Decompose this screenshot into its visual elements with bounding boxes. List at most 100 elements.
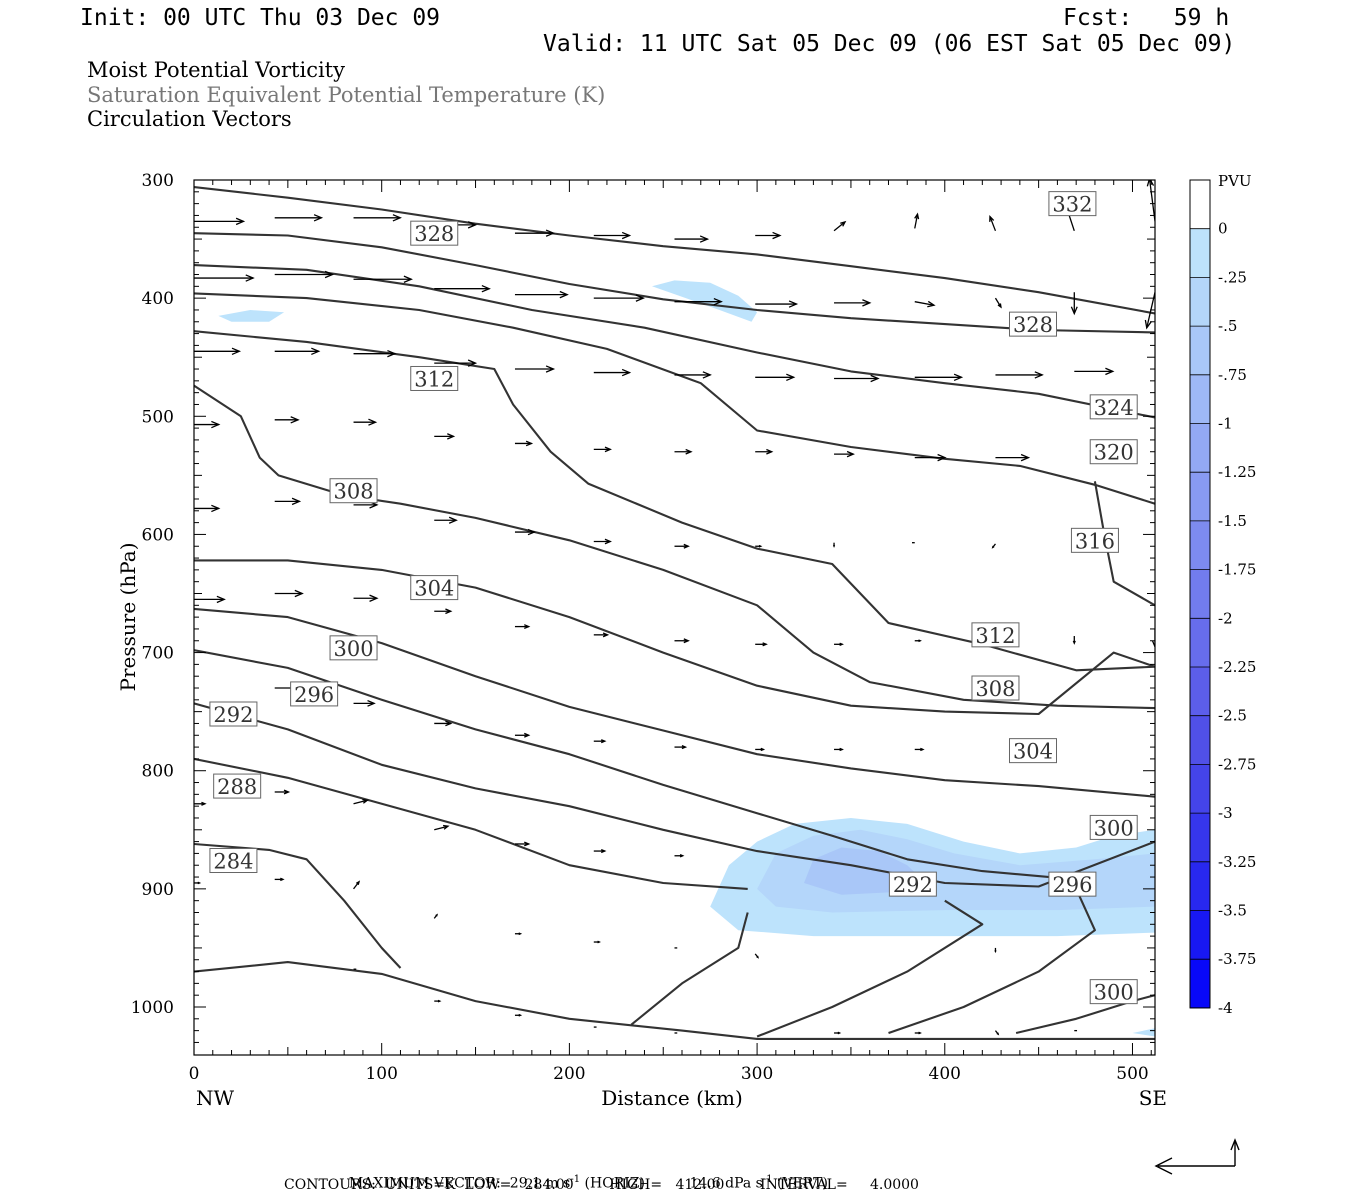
circulation-vector (194, 595, 226, 604)
circulation-vector (194, 881, 202, 885)
max-vector-label: MAXIMUM VECTOR: (348, 1175, 501, 1192)
x-tick-label: 200 (553, 1064, 585, 1084)
circulation-vector (994, 947, 997, 954)
circulation-vector (593, 739, 607, 744)
colorbar-tick-label: -.25 (1218, 268, 1247, 286)
contour-label: 300 (1089, 814, 1138, 840)
y-tick-label: 900 (142, 880, 174, 900)
circulation-vector (1074, 367, 1115, 376)
svg-text:312: 312 (975, 624, 1015, 648)
theta-es-contour-16 (1015, 994, 1155, 1035)
circulation-vector (994, 1030, 1000, 1036)
colorbar-tick-label: -1 (1218, 415, 1233, 433)
circulation-vector (434, 720, 453, 727)
colorbar-tick-label: -1.25 (1218, 463, 1256, 481)
circulation-vector (434, 516, 458, 524)
max-vector-horiz-exp: -1 (570, 1174, 581, 1185)
max-vector-vert-unit: (VERT) (777, 1175, 828, 1192)
circulation-vector (914, 212, 920, 229)
theta-es-contour-13 (630, 912, 749, 1026)
circulation-vector (834, 642, 844, 647)
valid-time: Valid: 11 UTC Sat 05 Dec 09 (06 EST Sat … (543, 31, 1236, 57)
colorbar-tick-label: -3.75 (1218, 950, 1256, 968)
svg-text:300: 300 (1094, 981, 1134, 1005)
circulation-vector (755, 642, 768, 647)
field-title-vectors: Circulation Vectors (87, 107, 292, 131)
svg-text:284: 284 (213, 850, 253, 874)
max-vector-horiz-unit: (HORIZ) (584, 1175, 645, 1192)
circulation-vector (994, 297, 1002, 309)
circulation-vector (674, 638, 690, 644)
x-axis-title: Distance (km) (601, 1086, 743, 1110)
svg-text:308: 308 (333, 480, 373, 504)
colorbar-swatch (1190, 959, 1210, 1009)
circulation-vector (514, 932, 523, 936)
x-tick-label: 100 (365, 1064, 397, 1084)
circulation-vector (353, 214, 402, 222)
colorbar-swatch (1190, 813, 1210, 863)
max-vector-vert-exp: -1 (762, 1174, 773, 1185)
circulation-vector (1070, 292, 1078, 316)
circulation-vector (1151, 628, 1155, 649)
contour-label: 288 (213, 773, 262, 799)
circulation-vector (514, 440, 534, 447)
init-time: Init: 00 UTC Thu 03 Dec 09 (80, 5, 441, 31)
circulation-vector (674, 235, 710, 243)
svg-text:300: 300 (333, 637, 373, 661)
circulation-vector (434, 999, 442, 1003)
colorbar-swatch (1190, 423, 1210, 473)
circulation-vector (995, 453, 1031, 462)
circulation-vector (514, 365, 556, 373)
colorbar-tick-label: -3 (1218, 804, 1233, 822)
circulation-vector (755, 448, 774, 455)
colorbar-swatch (1190, 569, 1210, 619)
circulation-vector (914, 639, 922, 643)
theta-es-contour-7 (194, 607, 1155, 798)
svg-text:316: 316 (1075, 529, 1115, 553)
svg-text:296: 296 (294, 683, 334, 707)
theta-es-contour-2 (194, 264, 1155, 419)
theta-es-contour-0 (194, 186, 1155, 315)
axis-text: 0 100 200 300 400 500 300 400 500 600 700 800 900 100… (131, 171, 1149, 1084)
svg-text:304: 304 (1013, 740, 1053, 764)
circulation-vector (991, 543, 996, 549)
circulation-vector (1072, 636, 1076, 645)
circulation-vector (434, 608, 453, 615)
contour-label: 292 (209, 701, 258, 727)
circulation-vector (274, 347, 321, 356)
circulation-vector (755, 747, 766, 752)
circulation-vector (194, 504, 221, 513)
circulation-vector (353, 699, 376, 707)
circulation-vector (194, 274, 255, 282)
svg-text:292: 292 (213, 703, 253, 727)
circulation-vector (274, 589, 304, 598)
circulation-vector (674, 371, 712, 379)
theta-es-contour-17 (1093, 481, 1155, 607)
circulation-vector (514, 229, 556, 237)
circulation-vector (434, 284, 491, 293)
circulation-vector (834, 450, 855, 458)
colorbar-tick-label: -.5 (1218, 317, 1237, 335)
circulation-vector-layer (194, 180, 1155, 1036)
contour-label: 300 (329, 635, 378, 661)
svg-text:324: 324 (1094, 396, 1134, 420)
pv-region-1 (218, 310, 285, 322)
circulation-vector (989, 214, 997, 232)
field-title-theta-es: Saturation Equivalent Potential Temperat… (87, 83, 606, 107)
contour-label: 292 (888, 871, 937, 897)
circulation-vector (914, 300, 936, 308)
pv-region-5 (1132, 1028, 1155, 1037)
circulation-vector (834, 1031, 842, 1035)
circulation-vector (755, 231, 782, 240)
field-title-mpv: Moist Potential Vorticity (87, 58, 345, 82)
contour-label: 312 (971, 622, 1020, 648)
circulation-vector (674, 543, 690, 549)
colorbar-swatch (1190, 520, 1210, 571)
x-tick-label: 500 (1116, 1064, 1148, 1084)
circulation-vector (514, 528, 536, 536)
y-tick-label: 300 (142, 171, 174, 191)
svg-text:288: 288 (217, 775, 257, 799)
colorbar-tick-label: -4 (1218, 999, 1233, 1017)
colorbar-swatch (1190, 374, 1210, 424)
